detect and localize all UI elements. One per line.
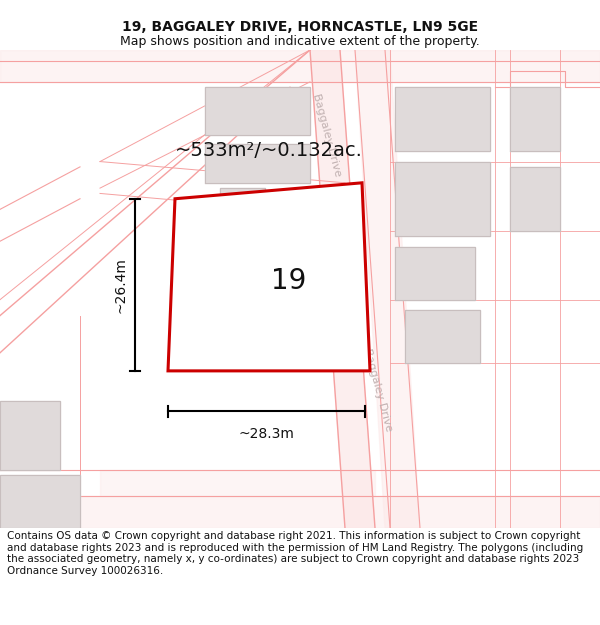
Polygon shape [168, 182, 370, 371]
Polygon shape [510, 87, 560, 151]
Polygon shape [395, 246, 475, 299]
Text: ~26.4m: ~26.4m [113, 257, 127, 312]
Text: 19: 19 [271, 267, 307, 295]
Polygon shape [310, 50, 375, 528]
Polygon shape [205, 144, 310, 182]
Polygon shape [0, 475, 80, 528]
Polygon shape [220, 188, 265, 231]
Polygon shape [0, 401, 60, 470]
Text: ~28.3m: ~28.3m [239, 428, 295, 441]
Polygon shape [0, 496, 600, 528]
Text: Baggaley Drive: Baggaley Drive [362, 348, 394, 432]
Text: Contains OS data © Crown copyright and database right 2021. This information is : Contains OS data © Crown copyright and d… [7, 531, 583, 576]
Polygon shape [395, 161, 490, 236]
Polygon shape [510, 167, 560, 231]
Text: ~533m²/~0.132ac.: ~533m²/~0.132ac. [175, 141, 363, 161]
Polygon shape [355, 50, 420, 528]
Polygon shape [205, 87, 310, 135]
Polygon shape [0, 50, 600, 82]
Text: Map shows position and indicative extent of the property.: Map shows position and indicative extent… [120, 35, 480, 48]
Polygon shape [100, 470, 375, 496]
Polygon shape [405, 310, 480, 363]
Text: 19, BAGGALEY DRIVE, HORNCASTLE, LN9 5GE: 19, BAGGALEY DRIVE, HORNCASTLE, LN9 5GE [122, 20, 478, 34]
Polygon shape [395, 87, 490, 151]
Text: Baggaley Drive: Baggaley Drive [311, 92, 343, 178]
